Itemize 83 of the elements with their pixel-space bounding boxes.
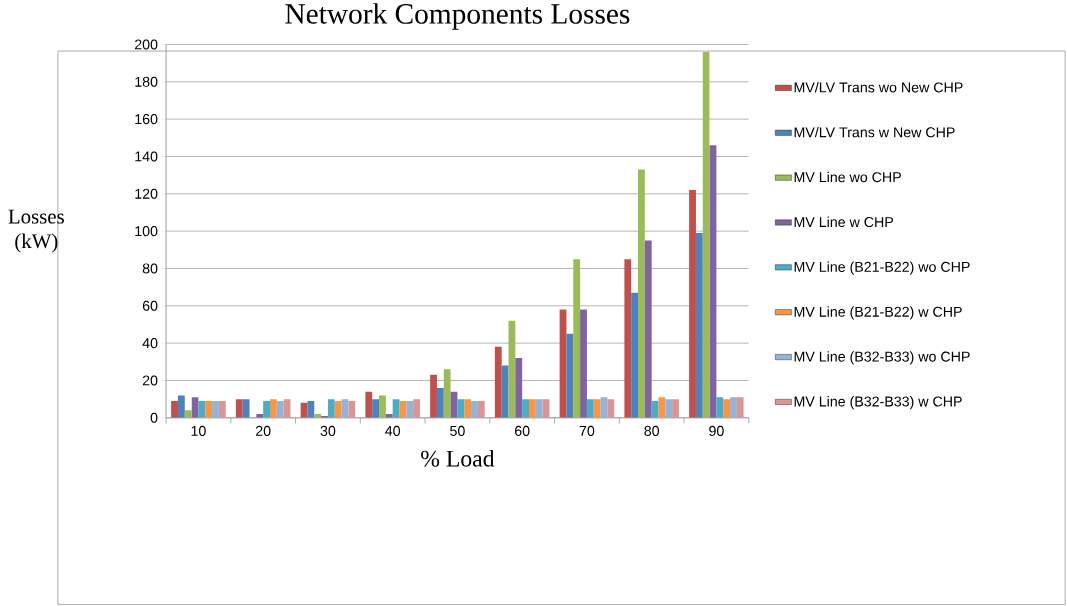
legend-label: MV Line (B21-B22) wo CHP bbox=[794, 261, 970, 275]
x-tick-label: 30 bbox=[320, 425, 336, 436]
bar bbox=[528, 398, 536, 418]
bar bbox=[607, 398, 615, 418]
bar bbox=[235, 398, 243, 418]
bar bbox=[307, 400, 315, 418]
bar bbox=[218, 400, 226, 418]
bar bbox=[638, 169, 645, 418]
bar bbox=[624, 258, 632, 418]
bar bbox=[665, 398, 673, 418]
bar bbox=[212, 400, 219, 418]
y-tick-label: 20 bbox=[142, 375, 158, 386]
bar bbox=[457, 398, 465, 418]
bar bbox=[171, 400, 178, 418]
bar bbox=[580, 309, 587, 418]
y-tick-label: 200 bbox=[134, 39, 158, 50]
bar bbox=[399, 400, 407, 418]
bar bbox=[573, 258, 581, 418]
bar bbox=[593, 398, 601, 418]
x-tick-label: 40 bbox=[385, 425, 401, 436]
bar bbox=[413, 398, 420, 418]
y-tick-label: 40 bbox=[142, 337, 158, 348]
x-axis-title: % Load bbox=[421, 449, 495, 467]
legend-label: MV Line (B32-B33) wo CHP bbox=[794, 351, 970, 365]
x-tick-label: 20 bbox=[255, 425, 271, 436]
bar bbox=[334, 400, 342, 418]
bar bbox=[723, 398, 731, 418]
x-tick-label: 90 bbox=[709, 425, 724, 436]
legend-label: MV Line (B32-B33) w CHP bbox=[794, 395, 962, 410]
y-tick-label: 100 bbox=[135, 225, 158, 236]
bar bbox=[379, 395, 386, 418]
y-tick-label: 180 bbox=[135, 76, 158, 87]
bar bbox=[631, 292, 639, 418]
bar bbox=[658, 397, 666, 418]
x-tick-label: 60 bbox=[514, 425, 530, 436]
y-tick-label: 140 bbox=[135, 151, 158, 162]
legend-label: MV Line w CHP bbox=[794, 216, 894, 227]
bar bbox=[730, 397, 737, 418]
bar bbox=[184, 410, 192, 418]
bar bbox=[242, 398, 250, 418]
bar bbox=[270, 398, 277, 418]
x-tick-label: 10 bbox=[191, 425, 206, 436]
bar bbox=[716, 397, 724, 418]
bar bbox=[365, 391, 373, 418]
bar bbox=[566, 333, 574, 418]
y-tick-label: 80 bbox=[142, 263, 158, 274]
bar bbox=[464, 398, 472, 418]
legend-label: MV/LV Trans w New CHP bbox=[794, 126, 955, 138]
bar bbox=[501, 365, 509, 418]
bar bbox=[672, 398, 679, 418]
bar bbox=[689, 189, 696, 418]
bar bbox=[471, 400, 478, 418]
x-tick-label: 70 bbox=[579, 425, 595, 436]
y-tick-label: 160 bbox=[135, 113, 158, 124]
bar bbox=[443, 369, 451, 418]
x-tick-label: 80 bbox=[644, 425, 659, 436]
bar bbox=[436, 387, 444, 418]
bar bbox=[276, 400, 284, 418]
y-tick-label: 0 bbox=[150, 412, 158, 423]
bar bbox=[430, 374, 437, 418]
x-tick-label: 50 bbox=[450, 425, 465, 436]
y-axis-title: Losses (kW) bbox=[8, 209, 64, 253]
bar bbox=[695, 232, 703, 418]
bar bbox=[644, 240, 652, 418]
bar bbox=[263, 400, 270, 418]
y-tick-label: 120 bbox=[135, 188, 158, 199]
bar bbox=[327, 398, 335, 418]
y-tick-label: 60 bbox=[142, 300, 158, 311]
bar bbox=[535, 398, 543, 418]
bar bbox=[494, 346, 502, 418]
bar bbox=[515, 357, 523, 418]
bar bbox=[372, 398, 380, 418]
bar bbox=[586, 398, 594, 418]
chart-title: Network Components Losses bbox=[285, 2, 630, 30]
bar bbox=[348, 400, 356, 418]
bar bbox=[477, 400, 485, 418]
bar bbox=[406, 400, 414, 418]
bar bbox=[177, 395, 185, 418]
legend-label: MV Line wo CHP bbox=[794, 171, 901, 183]
legend-label: MV/LV Trans wo New CHP bbox=[794, 81, 963, 93]
legend-label: MV Line (B21-B22) w CHP bbox=[794, 306, 962, 320]
bar bbox=[522, 398, 529, 418]
bar bbox=[205, 400, 213, 418]
